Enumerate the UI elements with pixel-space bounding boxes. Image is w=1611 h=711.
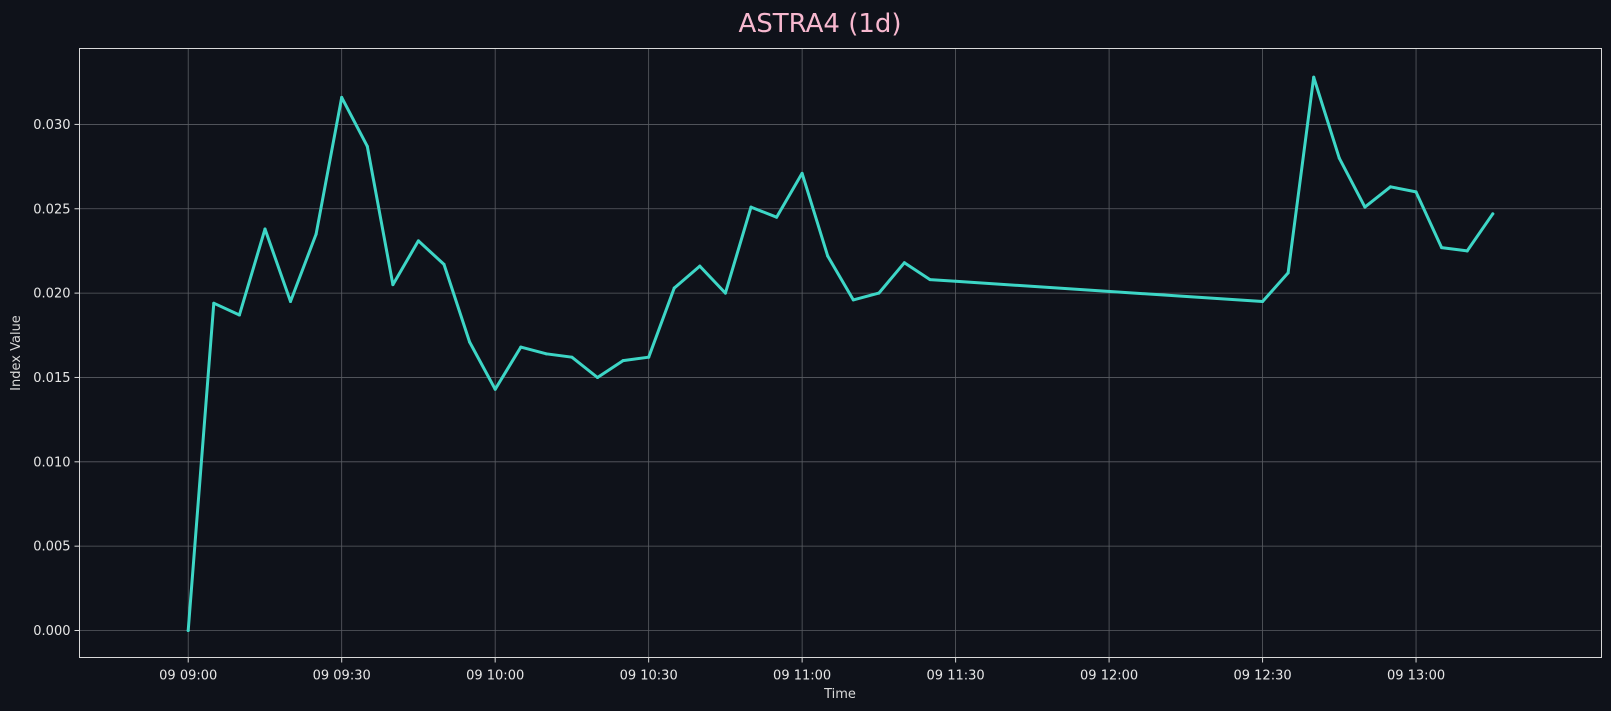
data-point — [263, 227, 267, 231]
data-point — [1414, 190, 1418, 194]
axis-ticks: 09 09:00 09 09:30 09 10:00 09 10:30 09 11:00… — [33, 118, 1445, 684]
data-point — [749, 205, 753, 209]
data-point — [1388, 185, 1392, 189]
data-point — [442, 262, 446, 266]
data-point — [519, 345, 523, 349]
data-point — [212, 301, 216, 305]
data-point — [595, 375, 599, 379]
data-point — [186, 629, 190, 633]
y-tick-label: 0.010 — [33, 455, 70, 470]
data-point — [647, 355, 651, 359]
x-tick-label: 09 10:00 — [466, 669, 524, 684]
data-point — [544, 352, 548, 356]
x-tick-label: 09 12:00 — [1080, 669, 1138, 684]
y-tick-label: 0.025 — [33, 202, 70, 217]
x-tick-label: 09 11:00 — [773, 669, 831, 684]
data-point — [365, 144, 369, 148]
grid-lines — [79, 48, 1602, 658]
x-tick-label: 09 09:00 — [159, 669, 217, 684]
data-point — [468, 340, 472, 344]
y-tick-label: 0.005 — [33, 540, 70, 555]
data-point — [416, 239, 420, 243]
data-point — [237, 313, 241, 317]
data-point — [391, 283, 395, 287]
x-tick-label: 09 09:30 — [313, 669, 371, 684]
data-point — [928, 278, 932, 282]
data-point — [672, 286, 676, 290]
data-point — [826, 254, 830, 258]
data-point — [1491, 212, 1495, 216]
data-point — [289, 300, 293, 304]
data-point — [723, 291, 727, 295]
data-point — [698, 264, 702, 268]
data-point — [1337, 156, 1341, 160]
data-point — [1363, 205, 1367, 209]
y-tick-label: 0.020 — [33, 287, 70, 302]
data-point — [800, 171, 804, 175]
data-point — [877, 291, 881, 295]
data-point — [570, 355, 574, 359]
x-tick-label: 09 13:00 — [1387, 669, 1445, 684]
data-point — [954, 279, 958, 283]
x-tick-label: 09 12:30 — [1233, 669, 1291, 684]
data-point — [621, 359, 625, 363]
series-layer — [186, 75, 1495, 633]
y-tick-label: 0.030 — [33, 118, 70, 133]
x-tick-label: 09 10:30 — [620, 669, 678, 684]
data-point — [493, 387, 497, 391]
data-point — [775, 215, 779, 219]
plot-frame — [79, 48, 1602, 658]
data-point — [1261, 300, 1265, 304]
y-tick-label: 0.000 — [33, 624, 70, 639]
y-axis-label: Index Value — [9, 315, 24, 391]
y-tick-label: 0.015 — [33, 371, 70, 386]
data-point — [1440, 246, 1444, 250]
data-point — [1312, 75, 1316, 79]
x-tick-label: 09 11:30 — [927, 669, 985, 684]
data-point — [314, 232, 318, 236]
data-point — [1465, 249, 1469, 253]
data-point — [851, 298, 855, 302]
data-point — [1286, 271, 1290, 275]
data-point — [340, 95, 344, 99]
data-point — [902, 261, 906, 265]
chart-title: ASTRA4 (1d) — [738, 9, 901, 39]
x-axis-label: Time — [823, 687, 856, 702]
